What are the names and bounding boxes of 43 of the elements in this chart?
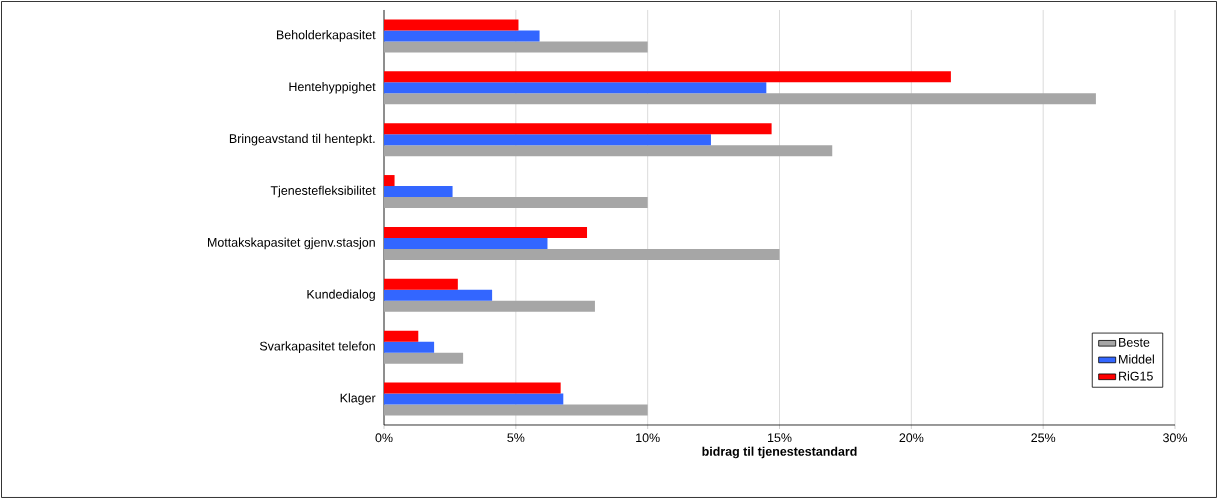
- x-axis-title: bidrag til tjenestestandard: [702, 446, 857, 459]
- y-tick-label: Hentehyppighet: [289, 81, 376, 94]
- bar: [384, 123, 772, 135]
- bar: [384, 300, 595, 312]
- y-tick-label: Kundedialog: [307, 289, 375, 302]
- bar: [384, 404, 648, 416]
- bar: [384, 134, 711, 146]
- x-tick-label: 20%: [899, 433, 924, 443]
- bar: [384, 19, 519, 31]
- legend-label: Beste: [1119, 338, 1150, 347]
- y-tick-label: Beholderkapasitet: [276, 30, 376, 42]
- bar: [384, 30, 540, 42]
- legend-label: RiG15: [1119, 371, 1153, 381]
- x-tick-label: 25%: [1031, 433, 1056, 443]
- x-tick-label: 15%: [768, 433, 792, 443]
- y-tick-label: Klager: [340, 393, 376, 405]
- x-tick-label: 0%: [375, 433, 393, 443]
- legend-label: Middel: [1119, 354, 1154, 364]
- bar: [384, 186, 453, 198]
- x-tick-label: 30%: [1163, 433, 1188, 443]
- bar: [384, 197, 648, 209]
- bar: [384, 289, 493, 301]
- bar: [384, 82, 767, 94]
- bar: [384, 41, 648, 53]
- bar: [384, 237, 548, 249]
- bar: [384, 93, 1096, 105]
- y-tick-label: Mottakskapasitet gjenv.stasjon: [208, 237, 375, 250]
- x-tick-label: 10%: [636, 433, 660, 443]
- bar: [384, 145, 833, 157]
- y-tick-label: Bringeavstand til hentepkt.: [229, 133, 375, 146]
- bar: [384, 341, 435, 353]
- bar: [384, 226, 588, 238]
- bar: [384, 71, 951, 83]
- y-tick-label: Svarkapasitet telefon: [259, 341, 375, 353]
- bar: [384, 382, 561, 394]
- bar: [384, 278, 458, 290]
- bar: [384, 248, 780, 260]
- bar: [384, 352, 464, 364]
- x-tick-label: 5%: [507, 433, 525, 443]
- y-tick-label: Tjenestefleksibilitet: [270, 185, 376, 198]
- bar: [384, 393, 564, 405]
- bar: [384, 175, 395, 187]
- bar: [384, 330, 419, 342]
